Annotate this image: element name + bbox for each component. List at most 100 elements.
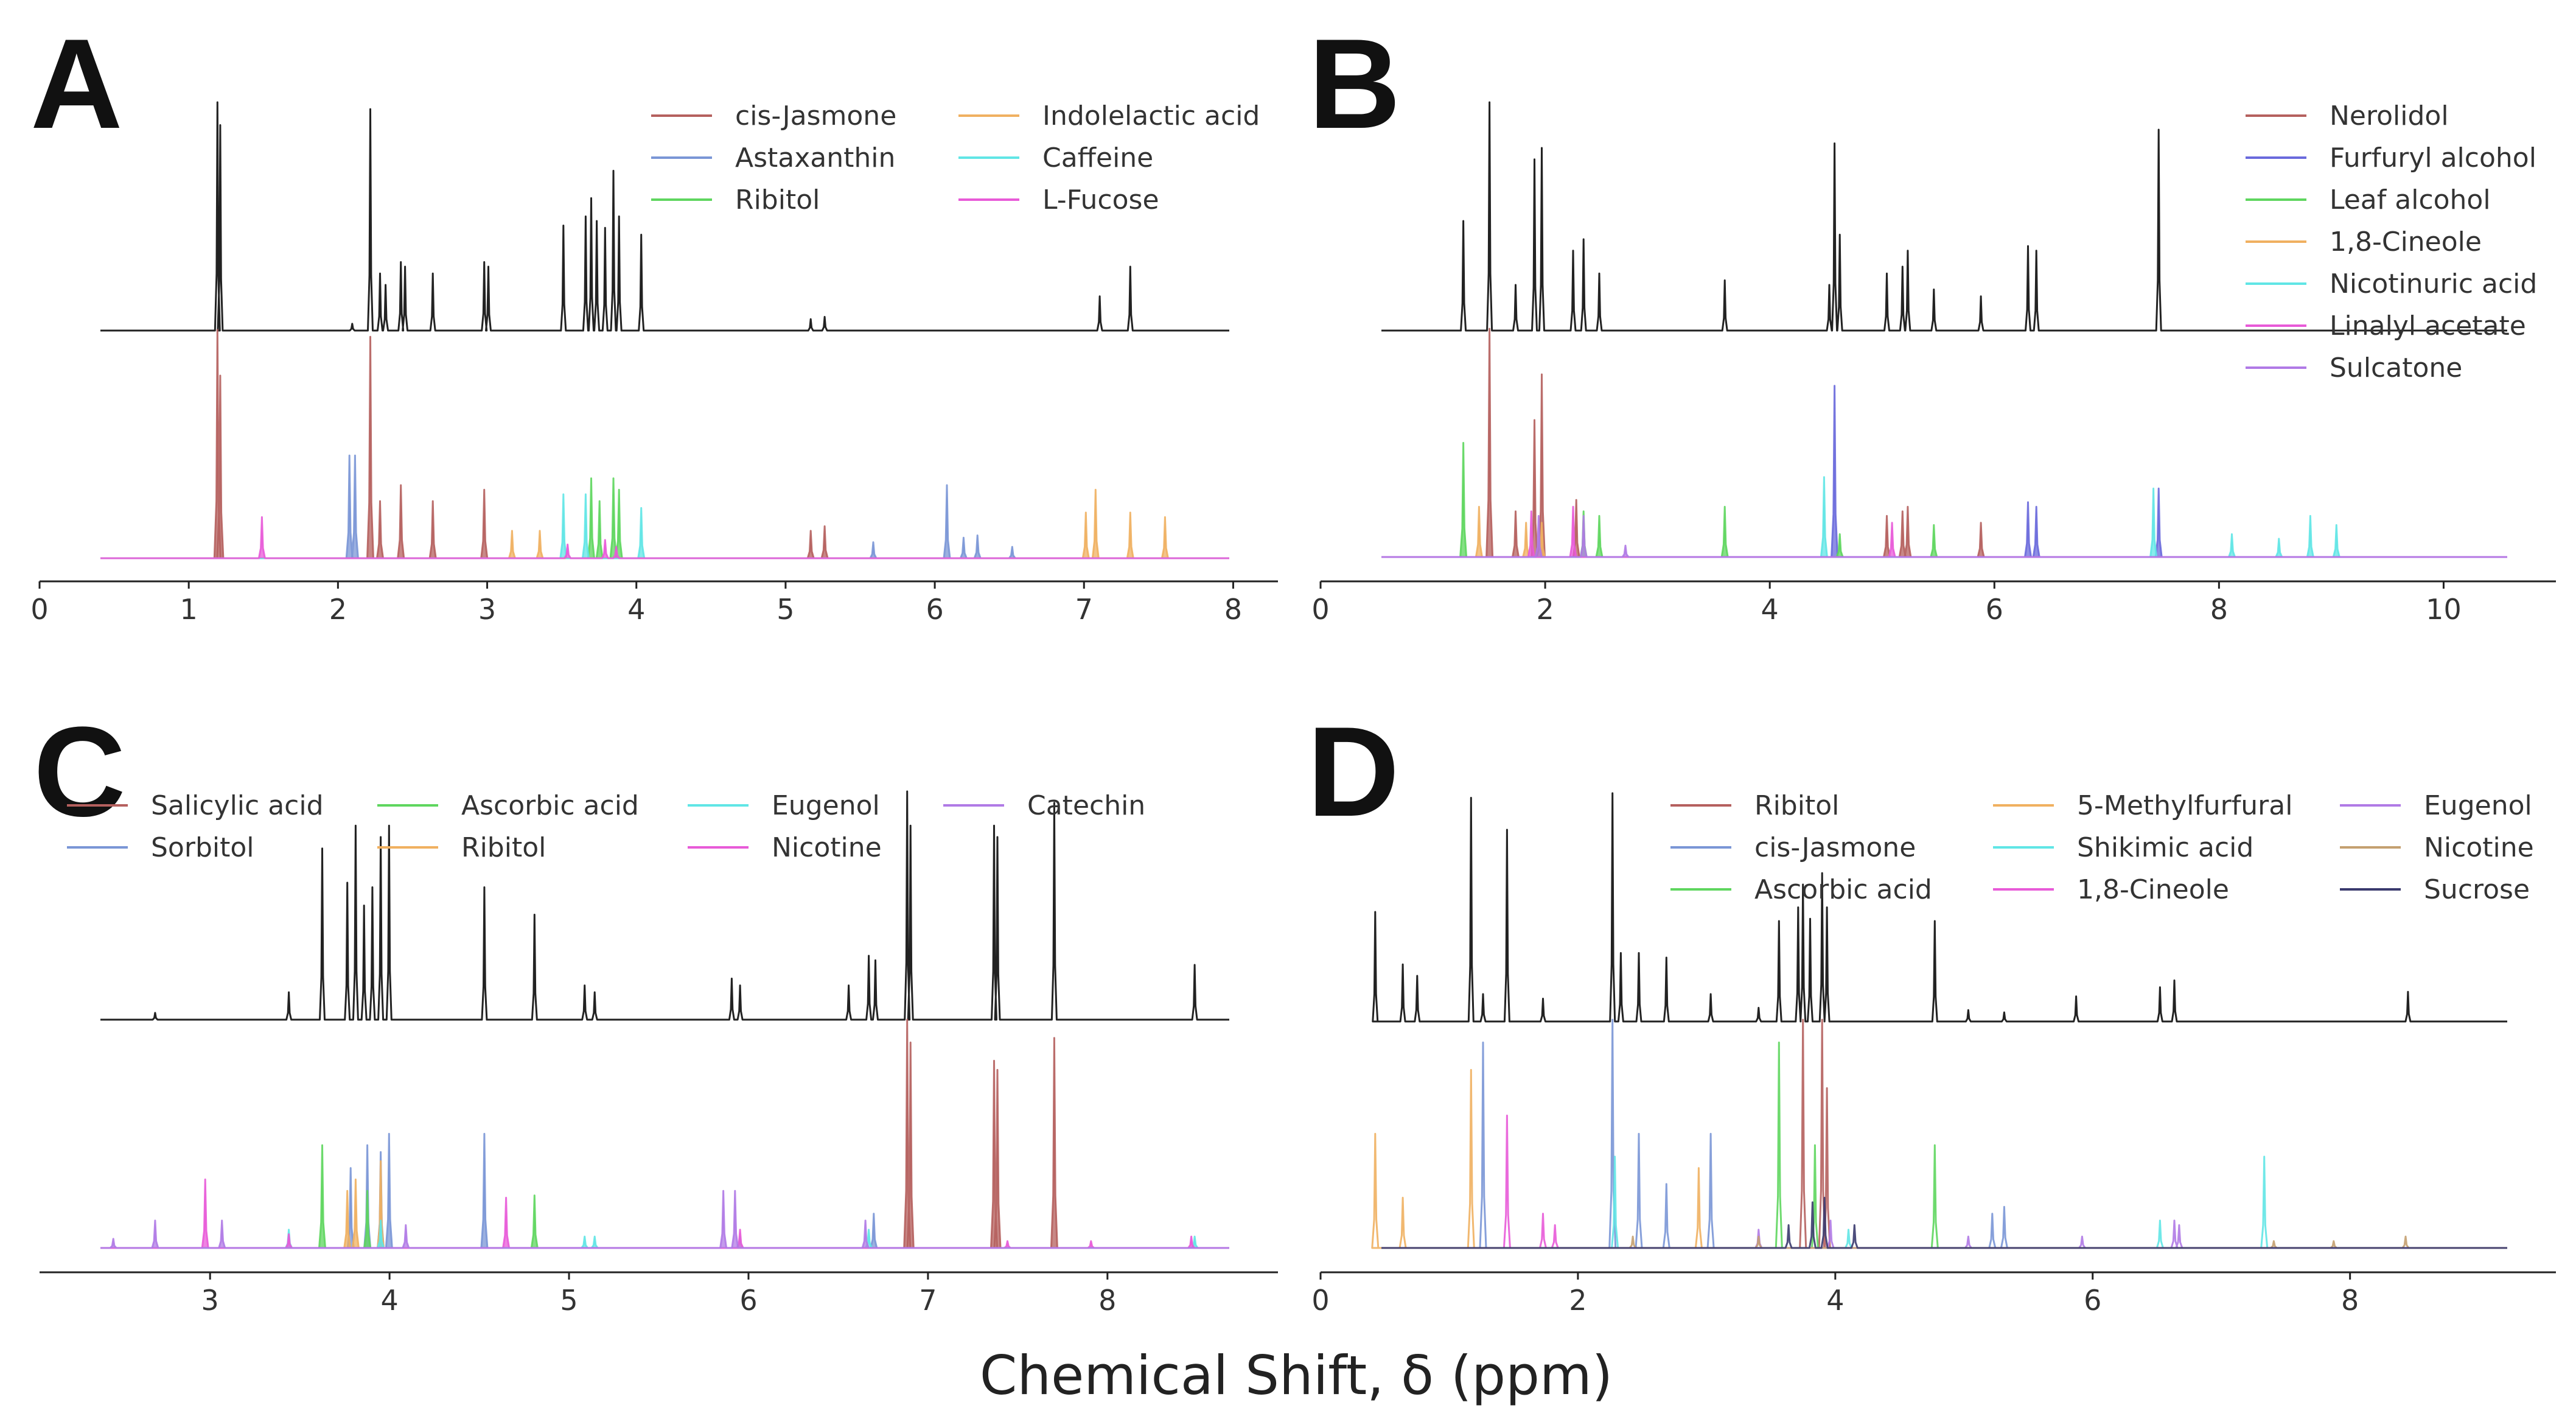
legend-label: Indolelactic acid xyxy=(1042,100,1260,131)
panel-b: B 0 2 4 6 8 10 Nerolidol Furfuryl alcohol Leaf … xyxy=(1308,12,2556,626)
panel-d-legend-item: Shikimic acid xyxy=(1993,832,2253,863)
panel-c-mixture-line xyxy=(100,790,1229,1021)
panel-d-series-nicotine xyxy=(1381,1235,2507,1249)
panel-a-tick-label: 8 xyxy=(1224,593,1242,626)
legend-label: Sulcatone xyxy=(2330,352,2462,384)
legend-label: cis-Jasmone xyxy=(1754,832,1916,863)
panel-letter-b: B xyxy=(1308,12,1401,155)
panel-a-series-ribitol xyxy=(100,477,1229,559)
panel-d-x-axis: 0 2 4 6 8 xyxy=(1311,1271,2556,1317)
panel-b-series-linalyl-acetate xyxy=(1381,506,2507,558)
panel-c-legend-item: Ribitol xyxy=(377,832,546,863)
panel-b-tick-label: 8 xyxy=(2210,593,2228,626)
panel-b-legend-item: Furfuryl alcohol xyxy=(2246,142,2536,173)
legend-label: Astaxanthin xyxy=(735,142,895,173)
panel-d-tick-label: 6 xyxy=(2084,1284,2101,1317)
legend-label: 1,8-Cineole xyxy=(2330,226,2482,258)
panel-b-series-sulcatone xyxy=(1381,515,2507,558)
panel-b-legend: Nerolidol Furfuryl alcohol Leaf alcohol 1,8… xyxy=(2246,100,2537,384)
panel-d-tick-label: 4 xyxy=(1826,1284,1844,1317)
panel-a-tick-label: 2 xyxy=(329,593,347,626)
panel-letter-d: D xyxy=(1307,700,1400,843)
legend-label: Nicotine xyxy=(772,832,882,863)
panel-b-tick-label: 0 xyxy=(1311,593,1329,626)
panel-b-legend-item: 1,8-Cineole xyxy=(2246,226,2482,258)
panel-letter-a: A xyxy=(30,12,123,155)
panel-a-legend-item: L-Fucose xyxy=(958,184,1159,215)
panel-c-series-sorbitol xyxy=(100,1133,1229,1249)
panel-b-series-furfuryl-alcohol xyxy=(1381,385,2507,558)
panel-b-tick-label: 4 xyxy=(1761,593,1779,626)
panel-letter-c: C xyxy=(33,700,126,843)
panel-b-tick-label: 2 xyxy=(1536,593,1554,626)
panel-b-legend-item: Sulcatone xyxy=(2246,352,2462,384)
panel-d-series-cis-jasmone xyxy=(1381,1018,2507,1249)
panel-c-legend: Salicylic acid Sorbitol Ascorbic acid Ribit… xyxy=(67,790,1145,863)
legend-label: Nerolidol xyxy=(2330,100,2449,131)
panel-a-tick-label: 7 xyxy=(1075,593,1093,626)
panel-d-series-eugenol xyxy=(1381,1219,2507,1249)
panel-b-tick-label: 10 xyxy=(2426,593,2462,626)
legend-label: 1,8-Cineole xyxy=(2077,874,2229,905)
panel-c-legend-item: Sorbitol xyxy=(67,832,254,863)
legend-label: Ascorbic acid xyxy=(1754,874,1932,905)
panel-c: C 3 4 5 6 7 8 Salicylic acid Sorbitol Ascorbic … xyxy=(33,700,1278,1317)
panel-d-legend-item: Sucrose xyxy=(2340,874,2530,905)
panel-b-legend-item: Nerolidol xyxy=(2246,100,2449,131)
legend-label: Furfuryl alcohol xyxy=(2330,142,2536,173)
legend-label: Nicotinuric acid xyxy=(2330,268,2537,300)
panel-c-tick-label: 7 xyxy=(919,1284,937,1317)
panel-b-mixture-spectrum xyxy=(1381,101,2507,332)
panel-c-series-catechin xyxy=(100,1190,1229,1249)
panel-c-series-ascorbic-acid xyxy=(100,1144,1229,1249)
panel-c-legend-item: Catechin xyxy=(943,790,1145,821)
panel-a-legend-item: Astaxanthin xyxy=(651,142,895,173)
legend-label: cis-Jasmone xyxy=(735,100,896,131)
panel-b-legend-item: Linalyl acetate xyxy=(2246,310,2526,342)
panel-b-legend-item: Nicotinuric acid xyxy=(2246,268,2537,300)
panel-a-legend: cis-Jasmone Astaxanthin Ribitol Indolelacti… xyxy=(651,100,1260,215)
legend-label: Catechin xyxy=(1027,790,1145,821)
panel-d-legend-item: Ribitol xyxy=(1670,790,1839,821)
panel-c-mixture-spectrum xyxy=(100,790,1229,1021)
legend-label: L-Fucose xyxy=(1042,184,1159,215)
panel-a-mixture-spectrum xyxy=(100,101,1229,332)
panel-c-series-nicotine xyxy=(100,1179,1229,1249)
legend-label: Ascorbic acid xyxy=(461,790,639,821)
panel-c-tick-label: 3 xyxy=(201,1284,219,1317)
panel-b-series-nerolidol xyxy=(1381,328,2507,558)
panel-a-legend-item: Ribitol xyxy=(651,184,820,215)
panel-d-legend-item: Ascorbic acid xyxy=(1670,874,1932,905)
legend-label: Nicotine xyxy=(2424,832,2534,863)
panel-d-legend: Ribitol cis-Jasmone Ascorbic acid 5-Methylf… xyxy=(1670,790,2534,905)
panel-b-series-1-8-cineole xyxy=(1381,506,2507,558)
panel-c-series-ribitol xyxy=(100,1160,1229,1249)
panel-b-series-nicotinuric-acid xyxy=(1381,476,2507,558)
panel-a: A 0 1 2 3 4 5 6 7 8 cis-Jasmone Astaxanthin Ribito… xyxy=(30,12,1278,626)
legend-label: Leaf alcohol xyxy=(2330,184,2491,215)
panel-c-tick-label: 5 xyxy=(560,1284,578,1317)
legend-label: Ribitol xyxy=(735,184,820,215)
panel-a-tick-label: 5 xyxy=(777,593,794,626)
panel-a-legend-item: Caffeine xyxy=(958,142,1153,173)
panel-d-series-1-8-cineole xyxy=(1381,1115,2507,1249)
legend-label: Caffeine xyxy=(1042,142,1153,173)
panel-c-series-salicylic-acid xyxy=(100,1018,1229,1249)
panel-a-tick-label: 6 xyxy=(926,593,943,626)
panel-c-tick-label: 6 xyxy=(739,1284,757,1317)
panel-b-legend-item: Leaf alcohol xyxy=(2246,184,2491,215)
panel-d-series-shikimic-acid xyxy=(1381,1155,2507,1249)
legend-label: Sorbitol xyxy=(151,832,254,863)
panel-a-legend-item: cis-Jasmone xyxy=(651,100,896,131)
panel-c-tick-label: 8 xyxy=(1098,1284,1116,1317)
panel-a-series-cis-jasmone xyxy=(100,329,1229,559)
panel-d-tick-label: 8 xyxy=(2341,1284,2359,1317)
legend-label: 5-Methylfurfural xyxy=(2077,790,2292,821)
panel-d-series-ascorbic-acid xyxy=(1381,1042,2507,1249)
panel-a-tick-label: 4 xyxy=(627,593,645,626)
panel-d-component-spectra xyxy=(1371,1018,2507,1249)
panel-c-series-eugenol xyxy=(100,1219,1229,1249)
legend-label: Ribitol xyxy=(461,832,546,863)
panel-c-legend-item: Salicylic acid xyxy=(67,790,324,821)
